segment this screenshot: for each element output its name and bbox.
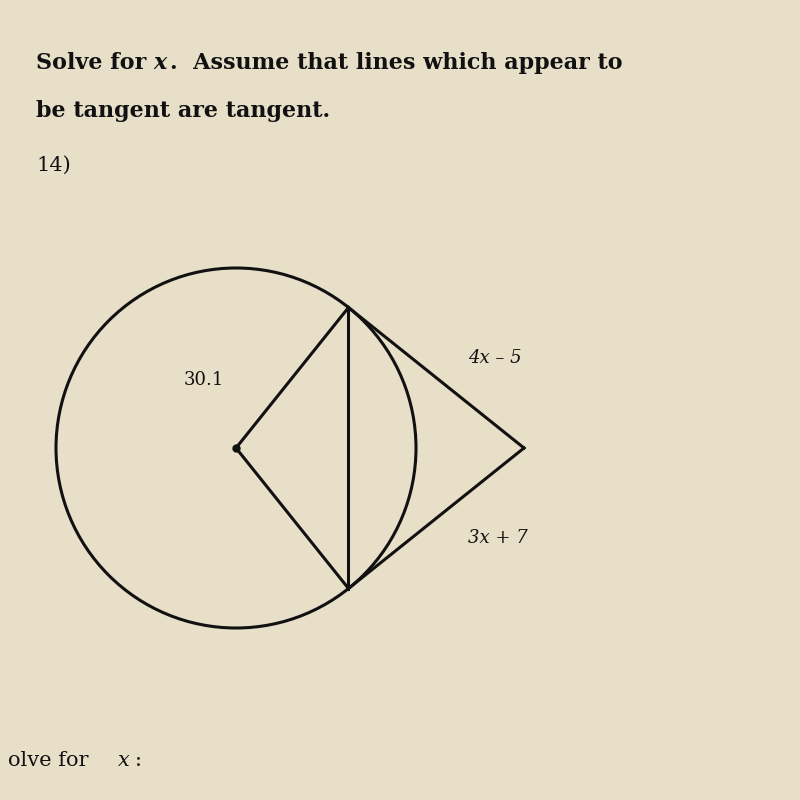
Text: 14): 14): [36, 156, 70, 175]
Text: x: x: [118, 750, 130, 770]
Text: Solve for: Solve for: [36, 52, 154, 74]
Text: 4x – 5: 4x – 5: [468, 349, 522, 366]
Text: 30.1: 30.1: [184, 371, 224, 389]
Text: x: x: [154, 52, 167, 74]
Text: 3x + 7: 3x + 7: [468, 530, 528, 547]
Text: :: :: [134, 750, 142, 770]
Text: olve for: olve for: [8, 750, 95, 770]
Text: be tangent are tangent.: be tangent are tangent.: [36, 100, 330, 122]
Text: .  Assume that lines which appear to: . Assume that lines which appear to: [170, 52, 623, 74]
